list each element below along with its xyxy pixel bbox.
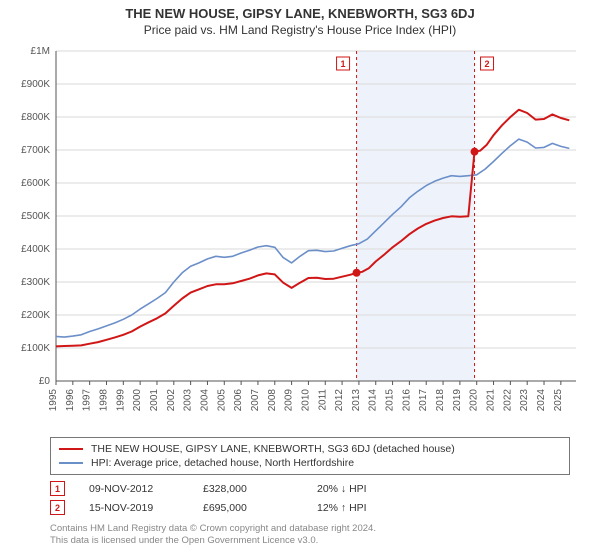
marker-price: £328,000	[203, 483, 293, 495]
legend-swatch	[59, 448, 83, 450]
svg-text:1995: 1995	[48, 389, 59, 412]
svg-text:1999: 1999	[115, 389, 126, 412]
svg-text:2017: 2017	[418, 389, 429, 412]
svg-text:2012: 2012	[334, 389, 345, 412]
marker-date: 09-NOV-2012	[89, 483, 179, 495]
marker-row: 1 09-NOV-2012 £328,000 20% ↓ HPI	[50, 479, 570, 498]
svg-text:2021: 2021	[486, 389, 497, 412]
svg-text:2016: 2016	[401, 389, 412, 412]
svg-text:2024: 2024	[536, 389, 547, 412]
marker-date: 15-NOV-2019	[89, 502, 179, 514]
chart-svg: £0 £100K £200K £300K £400K £500K £600K £700K £80…	[6, 41, 590, 431]
svg-text:2002: 2002	[166, 389, 177, 412]
legend-swatch	[59, 462, 83, 464]
legend-item: THE NEW HOUSE, GIPSY LANE, KNEBWORTH, SG…	[59, 442, 561, 456]
svg-text:£900K: £900K	[21, 79, 50, 90]
chart-subtitle: Price paid vs. HM Land Registry's House …	[0, 21, 600, 41]
svg-text:1998: 1998	[98, 389, 109, 412]
svg-text:£800K: £800K	[21, 112, 50, 123]
svg-text:2000: 2000	[132, 389, 143, 412]
svg-text:2022: 2022	[502, 389, 513, 412]
svg-text:1: 1	[341, 59, 346, 69]
svg-text:2013: 2013	[351, 389, 362, 412]
svg-text:£300K: £300K	[21, 277, 50, 288]
svg-text:2006: 2006	[233, 389, 244, 412]
svg-text:2008: 2008	[267, 389, 278, 412]
marker-row: 2 15-NOV-2019 £695,000 12% ↑ HPI	[50, 498, 570, 517]
footer-line: This data is licensed under the Open Gov…	[50, 535, 570, 547]
svg-text:2020: 2020	[469, 389, 480, 412]
marker-delta: 20% ↓ HPI	[317, 483, 407, 495]
legend-label: THE NEW HOUSE, GIPSY LANE, KNEBWORTH, SG…	[91, 443, 455, 455]
svg-text:2014: 2014	[368, 389, 379, 412]
svg-text:2018: 2018	[435, 389, 446, 412]
svg-text:£600K: £600K	[21, 178, 50, 189]
svg-text:1997: 1997	[82, 389, 93, 412]
svg-text:2015: 2015	[385, 389, 396, 412]
chart-container: THE NEW HOUSE, GIPSY LANE, KNEBWORTH, SG…	[0, 0, 600, 560]
chart-area: £0 £100K £200K £300K £400K £500K £600K £700K £80…	[6, 41, 590, 431]
svg-text:2004: 2004	[199, 389, 210, 412]
footer: Contains HM Land Registry data © Crown c…	[50, 523, 570, 548]
marker-price: £695,000	[203, 502, 293, 514]
svg-text:£100K: £100K	[21, 343, 50, 354]
svg-text:2001: 2001	[149, 389, 160, 412]
svg-text:£1M: £1M	[31, 46, 50, 57]
svg-text:2023: 2023	[519, 389, 530, 412]
legend-label: HPI: Average price, detached house, Nort…	[91, 457, 354, 469]
svg-text:£0: £0	[39, 376, 51, 387]
legend-box: THE NEW HOUSE, GIPSY LANE, KNEBWORTH, SG…	[50, 437, 570, 475]
marker-badge: 1	[50, 481, 65, 496]
legend-item: HPI: Average price, detached house, Nort…	[59, 456, 561, 470]
svg-text:2009: 2009	[284, 389, 295, 412]
chart-title: THE NEW HOUSE, GIPSY LANE, KNEBWORTH, SG…	[0, 0, 600, 21]
svg-text:2011: 2011	[317, 389, 328, 411]
svg-text:1996: 1996	[65, 389, 76, 412]
svg-text:2007: 2007	[250, 389, 261, 412]
svg-text:2010: 2010	[300, 389, 311, 412]
marker-badge: 2	[50, 500, 65, 515]
svg-text:2: 2	[485, 59, 490, 69]
marker-delta: 12% ↑ HPI	[317, 502, 407, 514]
svg-text:2019: 2019	[452, 389, 463, 412]
svg-text:2025: 2025	[553, 389, 564, 412]
svg-text:£500K: £500K	[21, 211, 50, 222]
svg-text:2003: 2003	[183, 389, 194, 412]
footer-line: Contains HM Land Registry data © Crown c…	[50, 523, 570, 535]
svg-text:£200K: £200K	[21, 310, 50, 321]
svg-text:£400K: £400K	[21, 244, 50, 255]
svg-text:2005: 2005	[216, 389, 227, 412]
marker-table: 1 09-NOV-2012 £328,000 20% ↓ HPI 2 15-NO…	[50, 479, 570, 517]
svg-text:£700K: £700K	[21, 145, 50, 156]
